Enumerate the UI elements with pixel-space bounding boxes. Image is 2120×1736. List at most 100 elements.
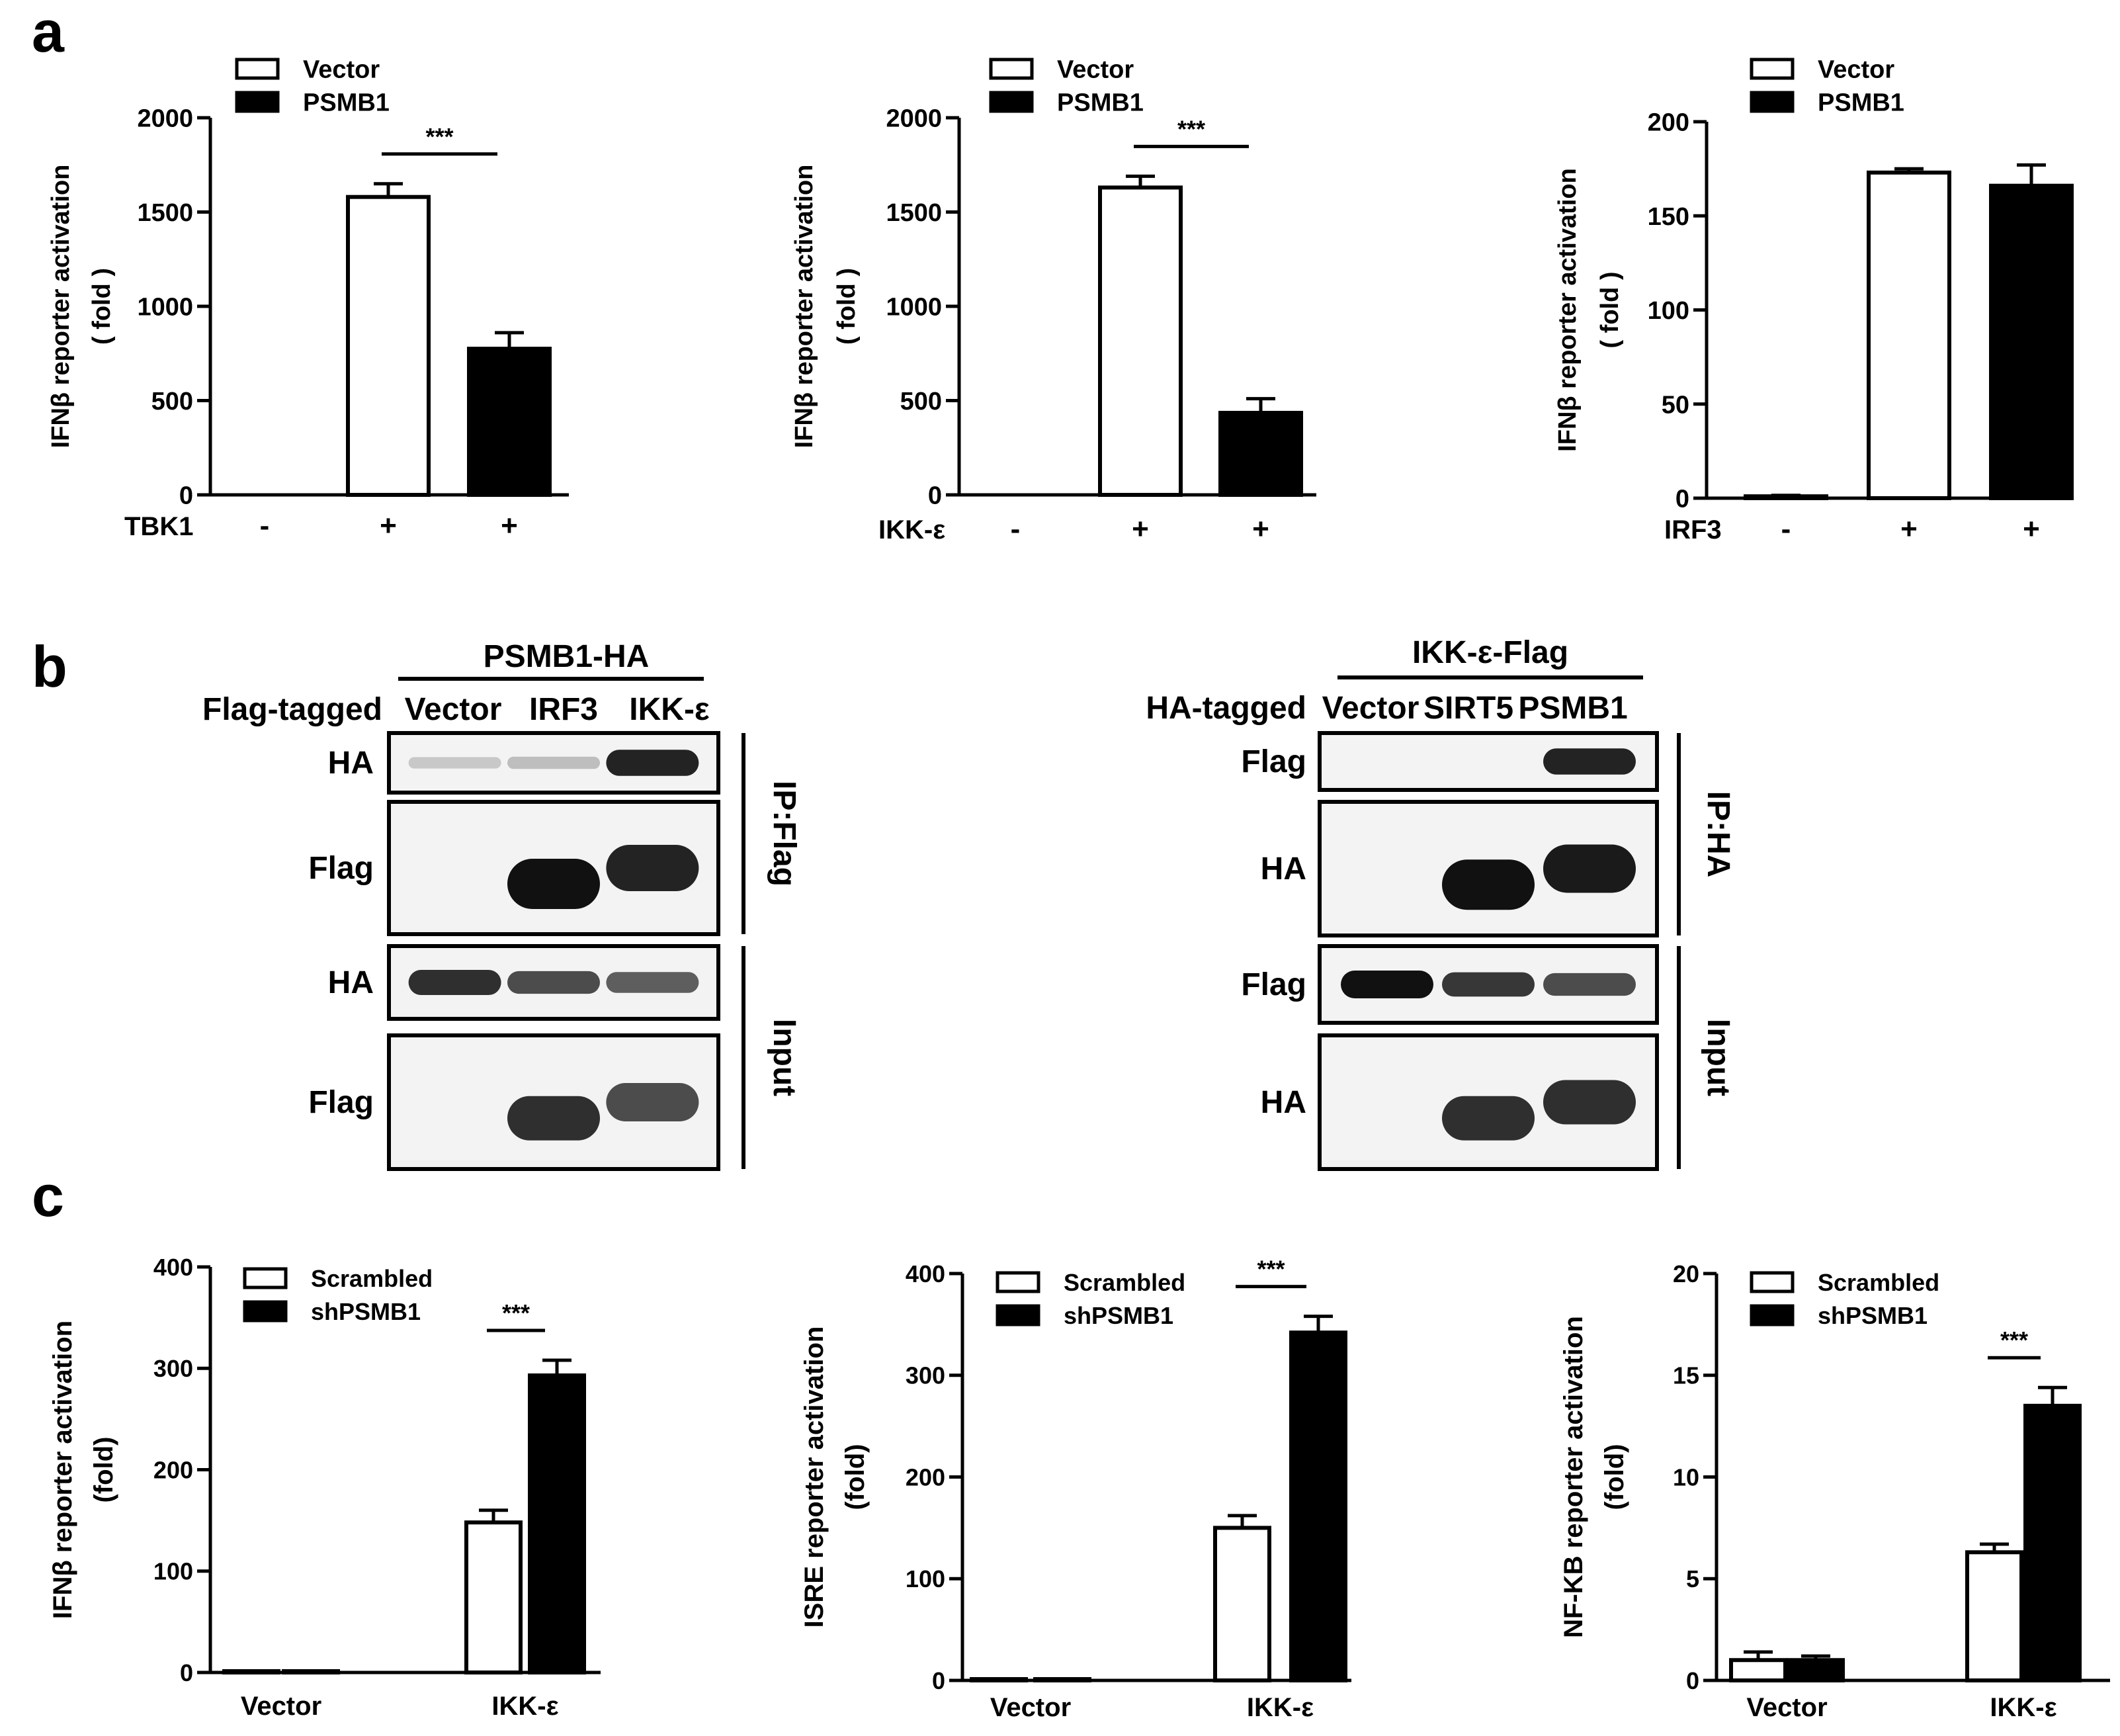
treatment-row-label: IKK-ε bbox=[878, 515, 945, 544]
y-tick-label: 1500 bbox=[886, 199, 942, 227]
y-tick-label: 200 bbox=[906, 1463, 945, 1491]
y-tick-label: 100 bbox=[1648, 297, 1689, 325]
treatment-row-label: TBK1 bbox=[124, 512, 193, 541]
bar bbox=[1787, 1658, 1845, 1682]
group-label: IP:Flag bbox=[767, 781, 802, 887]
band bbox=[507, 971, 600, 994]
blot-row-label: HA bbox=[328, 746, 374, 781]
y-axis-unit: ( fold ) bbox=[1596, 271, 1624, 348]
band bbox=[1442, 859, 1535, 910]
band bbox=[1543, 973, 1636, 996]
band bbox=[606, 1083, 699, 1121]
y-axis-unit: (fold) bbox=[841, 1444, 870, 1510]
group-label: Input bbox=[767, 1019, 802, 1096]
band bbox=[1442, 1096, 1535, 1141]
category-label: IKK-ε bbox=[1990, 1693, 2056, 1722]
y-tick-label: 500 bbox=[151, 388, 193, 415]
y-axis-unit: ( fold ) bbox=[833, 268, 861, 345]
bar bbox=[346, 195, 431, 497]
band bbox=[507, 1096, 600, 1141]
legend-label: Scrambled bbox=[311, 1265, 433, 1292]
legend-label: Vector bbox=[1057, 56, 1134, 84]
chart-1: 0 500 1000 1500 2000 IFNβ reporter activation… bbox=[47, 56, 569, 542]
blot-row-label: Flag bbox=[308, 851, 374, 886]
y-tick-label: 2000 bbox=[886, 105, 942, 133]
treatment-mark: + bbox=[1132, 513, 1149, 545]
y-tick-label: 0 bbox=[179, 482, 193, 510]
legend-label: Vector bbox=[303, 56, 380, 84]
legend-swatch bbox=[243, 1300, 288, 1323]
blot-row-label: HA bbox=[1261, 851, 1306, 887]
legend-label: shPSMB1 bbox=[1818, 1302, 1928, 1329]
y-axis-unit: (fold) bbox=[1600, 1444, 1629, 1510]
legend-swatch bbox=[1750, 91, 1795, 113]
legend-swatch bbox=[1750, 1271, 1795, 1293]
treatment-mark: + bbox=[1252, 513, 1269, 545]
legend-swatch bbox=[235, 58, 280, 80]
y-axis-label: ISRE reporter activation bbox=[800, 1326, 829, 1628]
chart-2: 0 500 1000 1500 2000 IFNβ reporter activation… bbox=[790, 56, 1316, 545]
band bbox=[507, 756, 600, 769]
significance-stars: *** bbox=[1257, 1256, 1285, 1283]
band bbox=[1442, 972, 1535, 997]
legend-swatch bbox=[1750, 58, 1795, 80]
y-axis-label: IFNβ reporter activation bbox=[1554, 168, 1582, 452]
legend-label: Scrambled bbox=[1818, 1269, 1939, 1296]
blot-header: IKK-ε-Flag bbox=[1412, 635, 1568, 670]
y-tick-label: 0 bbox=[1686, 1667, 1699, 1694]
treatment-mark: + bbox=[501, 509, 518, 542]
y-tick-label: 200 bbox=[153, 1456, 193, 1483]
panel-label-a: a bbox=[32, 0, 65, 64]
y-tick-label: 300 bbox=[153, 1355, 193, 1382]
y-tick-label: 400 bbox=[153, 1254, 193, 1281]
significance-stars: *** bbox=[1177, 115, 1205, 142]
bar bbox=[1867, 170, 1951, 500]
legend-label: PSMB1 bbox=[1818, 89, 1904, 117]
group-label: IP:HA bbox=[1701, 791, 1736, 878]
bar bbox=[1965, 1550, 2023, 1682]
chart-5: 0 100 200 300 400 ISRE reporter activation (fo… bbox=[800, 1256, 1351, 1722]
legend-label: PSMB1 bbox=[303, 89, 390, 117]
blot-header: PSMB1-HA bbox=[484, 639, 650, 674]
lane-label: SIRT5 bbox=[1423, 691, 1513, 726]
chart-6: 0 5 10 15 20 NF-KB reporter activation (fold) S… bbox=[1559, 1260, 2110, 1722]
y-tick-label: 100 bbox=[906, 1565, 945, 1592]
bar bbox=[528, 1373, 586, 1675]
y-axis-label: NF-KB reporter activation bbox=[1559, 1316, 1588, 1638]
y-tick-label: 100 bbox=[153, 1558, 193, 1585]
treatment-mark: - bbox=[1011, 513, 1021, 545]
blot-row-label: HA bbox=[1261, 1085, 1306, 1120]
legend-swatch bbox=[989, 91, 1034, 113]
y-tick-label: 0 bbox=[928, 482, 942, 510]
lane-label: Vector bbox=[405, 692, 502, 727]
y-tick-label: 0 bbox=[180, 1659, 193, 1686]
bar bbox=[1289, 1330, 1347, 1683]
category-label: Vector bbox=[1746, 1693, 1827, 1722]
y-tick-label: 2000 bbox=[137, 105, 193, 133]
y-axis-unit: (fold) bbox=[89, 1437, 118, 1503]
legend-swatch bbox=[996, 1271, 1040, 1293]
legend-label: shPSMB1 bbox=[311, 1298, 421, 1325]
y-tick-label: 1000 bbox=[137, 294, 193, 322]
tag-label: Flag-tagged bbox=[202, 692, 382, 727]
significance-stars: *** bbox=[425, 123, 453, 150]
treatment-mark: + bbox=[1900, 513, 1918, 545]
band bbox=[1341, 971, 1433, 998]
lane-label: IRF3 bbox=[529, 692, 598, 727]
legend-swatch bbox=[1750, 1304, 1795, 1326]
lane-label: Vector bbox=[1322, 691, 1420, 726]
band bbox=[1543, 748, 1636, 775]
y-tick-label: 50 bbox=[1662, 391, 1689, 419]
legend-label: Scrambled bbox=[1064, 1269, 1185, 1296]
legend-swatch bbox=[235, 91, 280, 113]
legend-label: shPSMB1 bbox=[1064, 1302, 1173, 1329]
band bbox=[408, 969, 501, 996]
western-blots: PSMB1-HA Flag-tagged Vector IRF3 IKK-ε HA Flag… bbox=[202, 635, 1736, 1171]
blot-panel-2: IKK-ε-Flag HA-tagged Vector SIRT5 PSMB1 Flag H… bbox=[1146, 635, 1736, 1171]
bar bbox=[1213, 1526, 1271, 1682]
bar bbox=[1989, 183, 2074, 500]
y-tick-label: 300 bbox=[906, 1362, 945, 1389]
category-label: Vector bbox=[241, 1692, 321, 1721]
bar bbox=[1098, 185, 1183, 497]
